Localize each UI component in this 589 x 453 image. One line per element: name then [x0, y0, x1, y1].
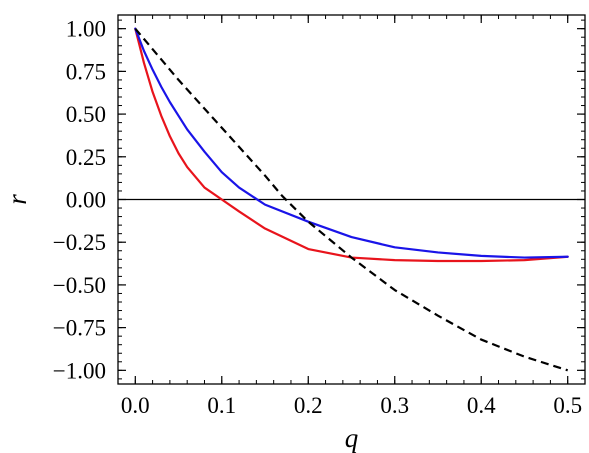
- x-tick-label: 0.5: [553, 393, 582, 418]
- y-tick-label: 0.75: [66, 59, 106, 84]
- series-line-2: [134, 27, 569, 259]
- y-tick-label: −0.75: [53, 316, 106, 341]
- x-tick-label: 0.1: [207, 393, 236, 418]
- x-axis-title: q: [345, 423, 359, 453]
- x-tick-label: 0.3: [380, 393, 409, 418]
- axes: [117, 15, 586, 384]
- y-tick-label: 1.00: [66, 17, 106, 42]
- plot-frame: [117, 14, 586, 385]
- y-tick-label: −0.50: [53, 273, 106, 298]
- y-tick-label: 0.00: [66, 188, 106, 213]
- series-layer: [134, 27, 569, 372]
- series-line-1: [134, 27, 569, 263]
- y-tick-label: 0.50: [66, 102, 106, 127]
- series-line-3: [134, 27, 569, 372]
- y-tick-label: 0.25: [66, 145, 106, 170]
- x-tick-label: 0.0: [121, 393, 150, 418]
- tick-labels: 0.0 0.1 0.2 0.3 0.4 0.5 1.00 0.75 0.50 0.25 0.00 −0…: [53, 17, 582, 418]
- y-axis-title: r: [2, 194, 32, 205]
- x-tick-label: 0.4: [467, 393, 496, 418]
- y-tick-label: −0.25: [53, 230, 106, 255]
- x-tick-label: 0.2: [294, 393, 323, 418]
- y-tick-label: −1.00: [53, 358, 106, 383]
- axes-frame: [117, 14, 586, 385]
